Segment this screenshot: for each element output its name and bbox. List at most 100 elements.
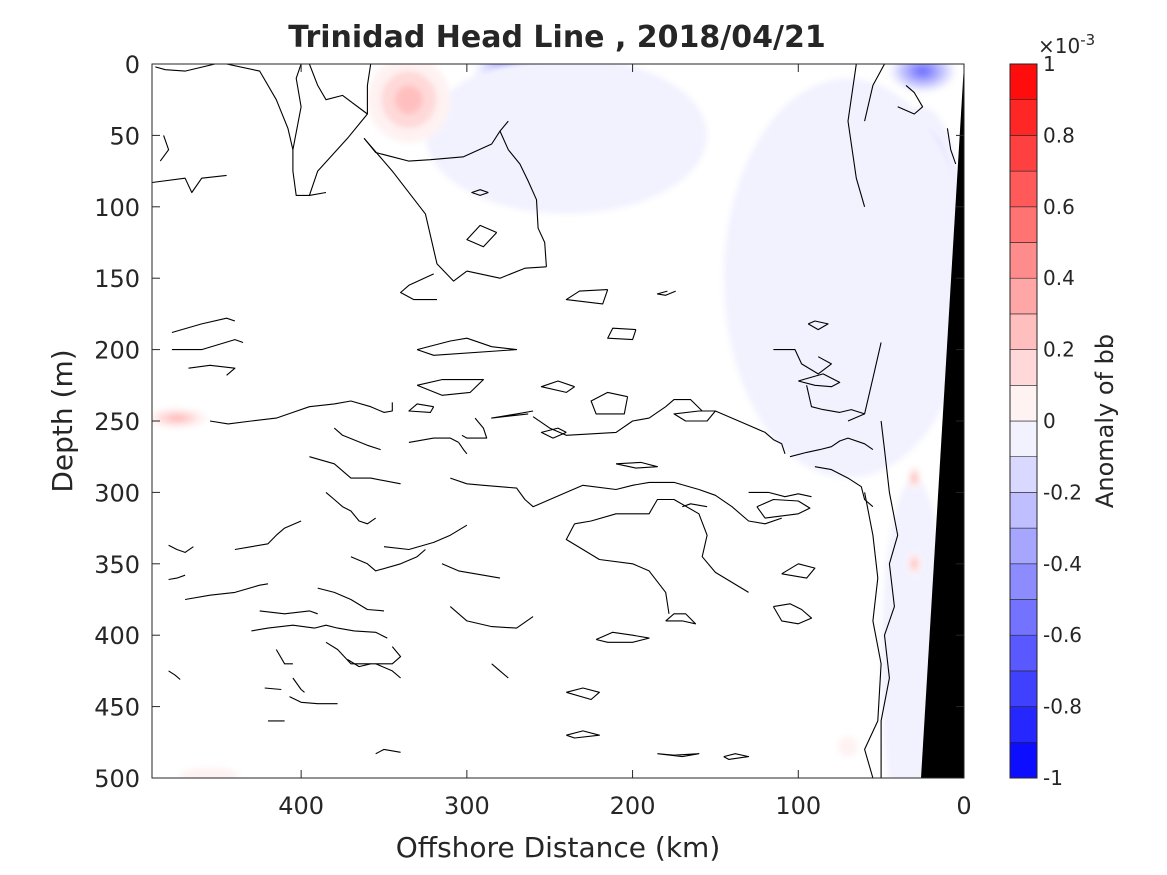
colorbar-swatch-8 xyxy=(1009,456,1038,493)
colorbar-swatch-15 xyxy=(1009,206,1038,243)
zero-contour-80 xyxy=(375,748,401,755)
zero-contour-27 xyxy=(665,399,786,454)
zero-contour-31 xyxy=(798,373,841,388)
anomaly-fill-layer xyxy=(152,64,964,778)
zero-contour-68 xyxy=(772,603,813,625)
zero-contour-1 xyxy=(159,135,170,162)
colorbar-swatch-6 xyxy=(1009,527,1038,565)
zero-contour-24 xyxy=(491,410,534,419)
zero-contour-30 xyxy=(773,349,832,375)
y-tick-label-450: 450 xyxy=(94,694,140,722)
zero-contour-9 xyxy=(499,130,547,267)
zero-contour-63 xyxy=(347,659,371,668)
zero-contour-87 xyxy=(880,420,899,778)
colorbar: 1 0.8 0.6 0.4 0.2 0 -0.2 -0.4 -0.6 -0.8 -1 ×10-3 A… xyxy=(1009,31,1119,790)
zero-contour-72 xyxy=(289,696,338,705)
zero-contour-78 xyxy=(657,753,700,758)
zero-contour-67 xyxy=(595,631,650,643)
colorbar-tick-label-1: 0.8 xyxy=(1043,123,1075,147)
zero-contour-60 xyxy=(251,624,388,639)
zero-contour-55 xyxy=(325,491,377,525)
bathymetry-mask xyxy=(921,64,964,778)
zero-contour-57 xyxy=(185,583,269,601)
anomaly-patch-positive-6 xyxy=(367,64,451,143)
anomaly-patch-negative-1 xyxy=(425,64,708,214)
x-tick-label-300: 300 xyxy=(444,792,490,820)
anomaly-patch-positive-10 xyxy=(838,736,858,757)
zero-contour-5 xyxy=(292,64,302,150)
colorbar-tick-label-8: -0.6 xyxy=(1043,623,1082,647)
colorbar-swatch-16 xyxy=(1009,170,1038,208)
anomaly-patch-positive-8 xyxy=(907,466,921,490)
colorbar-multiplier: ×10-3 xyxy=(1038,31,1095,58)
colorbar-tick-label-6: -0.2 xyxy=(1043,480,1082,504)
colorbar-swatch-5 xyxy=(1009,563,1038,600)
zero-contour-50 xyxy=(383,524,468,551)
colorbar-multiplier-exponent: -3 xyxy=(1080,31,1095,49)
colorbar-swatch-0 xyxy=(1009,741,1038,779)
zero-contour-12 xyxy=(471,189,489,196)
y-tick-label-250: 250 xyxy=(94,408,140,436)
anomaly-patch-negative-4 xyxy=(723,78,964,479)
zero-contour-35 xyxy=(309,456,401,485)
zero-contour-86 xyxy=(864,492,882,778)
colorbar-swatch-19 xyxy=(1009,63,1038,101)
zero-contour-layer xyxy=(152,64,957,778)
zero-contour-38 xyxy=(461,417,488,439)
zero-contour-14 xyxy=(565,289,609,305)
y-tick-label-50: 50 xyxy=(109,122,140,150)
colorbar-swatch-13 xyxy=(1009,277,1038,315)
y-tick-label-500: 500 xyxy=(94,765,140,793)
zero-contour-18 xyxy=(171,339,244,351)
colorbar-swatch-14 xyxy=(1009,242,1038,279)
zero-contour-52 xyxy=(168,544,194,553)
zero-contour-11 xyxy=(400,273,437,301)
zero-contour-62 xyxy=(275,649,293,665)
colorbar-swatch-9 xyxy=(1009,420,1038,458)
zero-contour-77 xyxy=(566,730,600,739)
zero-contour-64 xyxy=(449,606,534,629)
zero-contour-29 xyxy=(540,427,567,439)
anomaly-level-positive-8-3 xyxy=(912,474,917,482)
chart-title: Trinidad Head Line , 2018/04/21 xyxy=(288,20,825,55)
zero-contour-39 xyxy=(450,477,700,508)
x-axis-label: Offshore Distance (km) xyxy=(396,831,721,864)
colorbar-swatch-17 xyxy=(1009,135,1038,172)
zero-contour-0 xyxy=(155,64,216,72)
colorbar-ticks: 1 0.8 0.6 0.4 0.2 0 -0.2 -0.4 -0.6 -0.8 -1 xyxy=(1043,52,1082,790)
zero-contour-53 xyxy=(234,520,302,551)
colorbar-swatch-18 xyxy=(1009,99,1038,136)
colorbar-swatch-3 xyxy=(1009,634,1038,672)
colorbar-swatch-2 xyxy=(1009,670,1038,707)
y-tick-label-0: 0 xyxy=(125,51,140,79)
zero-contour-74 xyxy=(375,663,401,679)
zero-contour-54 xyxy=(350,549,426,572)
x-tick-label-0: 0 xyxy=(956,792,971,820)
zero-contour-4 xyxy=(308,64,372,196)
y-tick-label-350: 350 xyxy=(94,551,140,579)
anomaly-level-positive-7-3 xyxy=(166,414,187,422)
zero-contour-34 xyxy=(333,427,381,451)
zero-contour-66 xyxy=(665,613,697,625)
x-tick-label-100: 100 xyxy=(775,792,821,820)
zero-contour-22 xyxy=(540,380,575,393)
zero-contour-45 xyxy=(806,385,865,415)
colorbar-tick-label-7: -0.4 xyxy=(1043,552,1082,576)
zero-contour-17 xyxy=(171,317,236,334)
anomaly-level-negative-1-1 xyxy=(425,64,708,214)
colorbar-tick-label-5: 0 xyxy=(1043,409,1056,433)
y-axis-label: Depth (m) xyxy=(46,349,79,492)
zero-contour-79 xyxy=(723,753,750,760)
zero-contour-81 xyxy=(864,64,885,122)
colorbar-tick-label-3: 0.4 xyxy=(1043,266,1075,290)
zero-contour-2 xyxy=(152,174,227,194)
colorbar-swatch-7 xyxy=(1009,492,1038,529)
y-tick-label-150: 150 xyxy=(94,265,140,293)
anomaly-level-positive-6-3 xyxy=(395,85,423,114)
axes: 400 300 200 100 0 0 50 100 150 200 250 300 350 400 450… xyxy=(94,51,971,820)
colorbar-swatch-10 xyxy=(1009,384,1038,422)
zero-contour-70 xyxy=(168,670,181,680)
zero-contour-59 xyxy=(317,587,385,612)
colorbar-swatch-11 xyxy=(1009,349,1038,386)
